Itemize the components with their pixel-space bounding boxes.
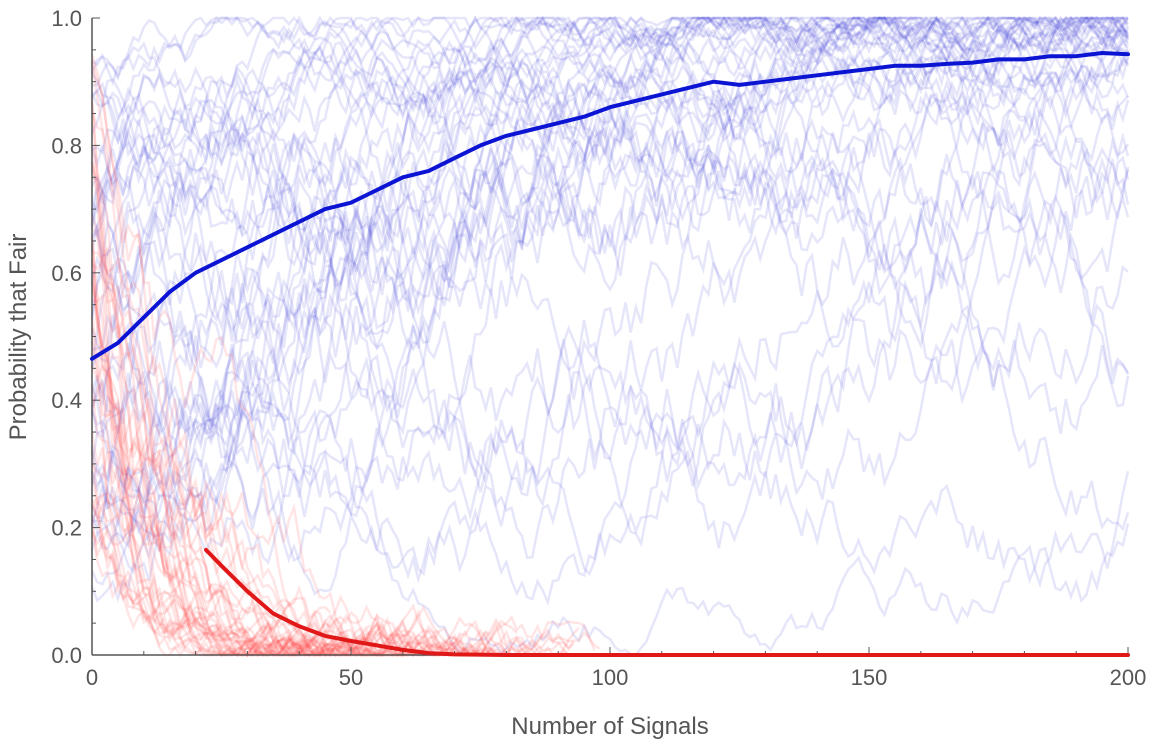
unfair-run-line	[90, 62, 596, 657]
x-tick-label: 100	[592, 665, 629, 690]
y-tick-label: 0.4	[51, 388, 82, 413]
fair-run-line	[90, 16, 1129, 252]
unfair-run-line	[90, 380, 507, 657]
y-tick-label: 0.2	[51, 516, 82, 541]
mean-fair-line	[90, 51, 1130, 361]
fair-run-line	[90, 15, 1130, 214]
unfair-run-line	[90, 61, 373, 646]
fair-run-line	[90, 305, 1130, 604]
fair-run-line	[90, 49, 1130, 518]
unfair-run-line	[90, 272, 353, 651]
unfair-run-line	[90, 451, 492, 657]
fair-run-line	[90, 15, 1130, 196]
unfair-run-line	[90, 341, 425, 657]
unfair-run-line	[90, 495, 580, 658]
fair-run-line	[90, 158, 1130, 584]
x-axis-title: Number of Signals	[511, 713, 708, 740]
unfair-run-line	[90, 506, 441, 657]
fair-run-line	[91, 15, 1129, 94]
fair-run-line	[90, 65, 1129, 560]
fair-run-line	[91, 16, 1130, 428]
unfair-run-line	[90, 54, 410, 657]
unfair-run-line	[90, 111, 466, 657]
unfair-run-line	[91, 495, 533, 658]
fair-run-line	[90, 247, 1130, 575]
unfair-run-line	[90, 258, 347, 658]
mean-series	[90, 51, 1130, 657]
fair-run-line	[90, 131, 1130, 576]
unfair-run-line	[90, 146, 331, 657]
fair-run-line	[90, 15, 1130, 258]
mean-unfair-line	[204, 547, 1130, 657]
unfair-run-line	[90, 281, 456, 657]
unfair-run-line	[90, 165, 368, 657]
unfair-run-line	[90, 244, 497, 657]
unfair-run-line	[90, 281, 332, 647]
y-tick-label: 0.0	[51, 643, 82, 668]
fair-run-line	[90, 16, 1130, 368]
fair-run-line	[91, 21, 1129, 549]
fair-run-line	[90, 29, 1130, 434]
fair-run-line	[90, 37, 1130, 240]
fair-run-line	[90, 16, 1130, 307]
y-tick-label: 0.8	[51, 133, 82, 158]
fair-run-line	[90, 15, 1129, 370]
unfair-run-line	[90, 102, 384, 658]
y-tick-label: 1.0	[51, 6, 82, 31]
fair-run-line	[90, 29, 1129, 529]
fair-run-line	[90, 43, 1130, 536]
unfair-run-line	[90, 450, 394, 657]
fair-run-line	[91, 112, 1130, 385]
fair-run-line	[90, 15, 1129, 258]
fair-run-line	[90, 322, 1130, 657]
fair-run-line	[90, 15, 1129, 439]
y-axis-title: Probability that Fair	[5, 234, 32, 441]
fair-run-line	[90, 148, 1130, 434]
unfair-run-line	[91, 293, 575, 658]
unfair-run-line	[90, 234, 595, 657]
unfair-run-line	[90, 161, 310, 657]
fair-run-line	[90, 78, 1130, 308]
fair-run-line	[90, 16, 1130, 532]
fair-run-line	[90, 15, 1129, 283]
unfair-run-line	[90, 96, 575, 658]
fair-run-line	[91, 15, 1130, 152]
fair-run-line	[90, 16, 1129, 369]
fair-run-line	[91, 15, 1129, 110]
unfair-run-line	[91, 256, 419, 657]
fair-run-line	[92, 37, 1130, 297]
unfair-run-line	[90, 364, 332, 650]
fair-run-line	[90, 16, 1129, 227]
fair-run-line	[90, 16, 1128, 459]
simulation-runs	[90, 15, 1130, 658]
x-tick-label: 150	[851, 665, 888, 690]
fair-run-line	[90, 16, 1130, 167]
fair-run-line	[90, 16, 1130, 525]
fair-run-line	[90, 224, 1130, 586]
fair-run-line	[90, 16, 1128, 227]
x-tick-label: 200	[1110, 665, 1147, 690]
fair-run-line	[90, 16, 1129, 560]
fair-run-line	[91, 15, 1129, 351]
x-tick-label: 0	[86, 665, 98, 690]
fair-run-line	[90, 15, 1130, 551]
y-tick-label: 0.6	[51, 261, 82, 286]
tick-labels: 0 50 100 150 200 0.0 0.2 0.4 0.6 0.8 1.0	[51, 6, 1146, 690]
unfair-run-line	[90, 494, 424, 657]
fair-run-line	[90, 169, 1130, 607]
fair-run-line	[90, 15, 1130, 342]
unfair-run-line	[90, 383, 321, 636]
x-tick-label: 50	[339, 665, 363, 690]
